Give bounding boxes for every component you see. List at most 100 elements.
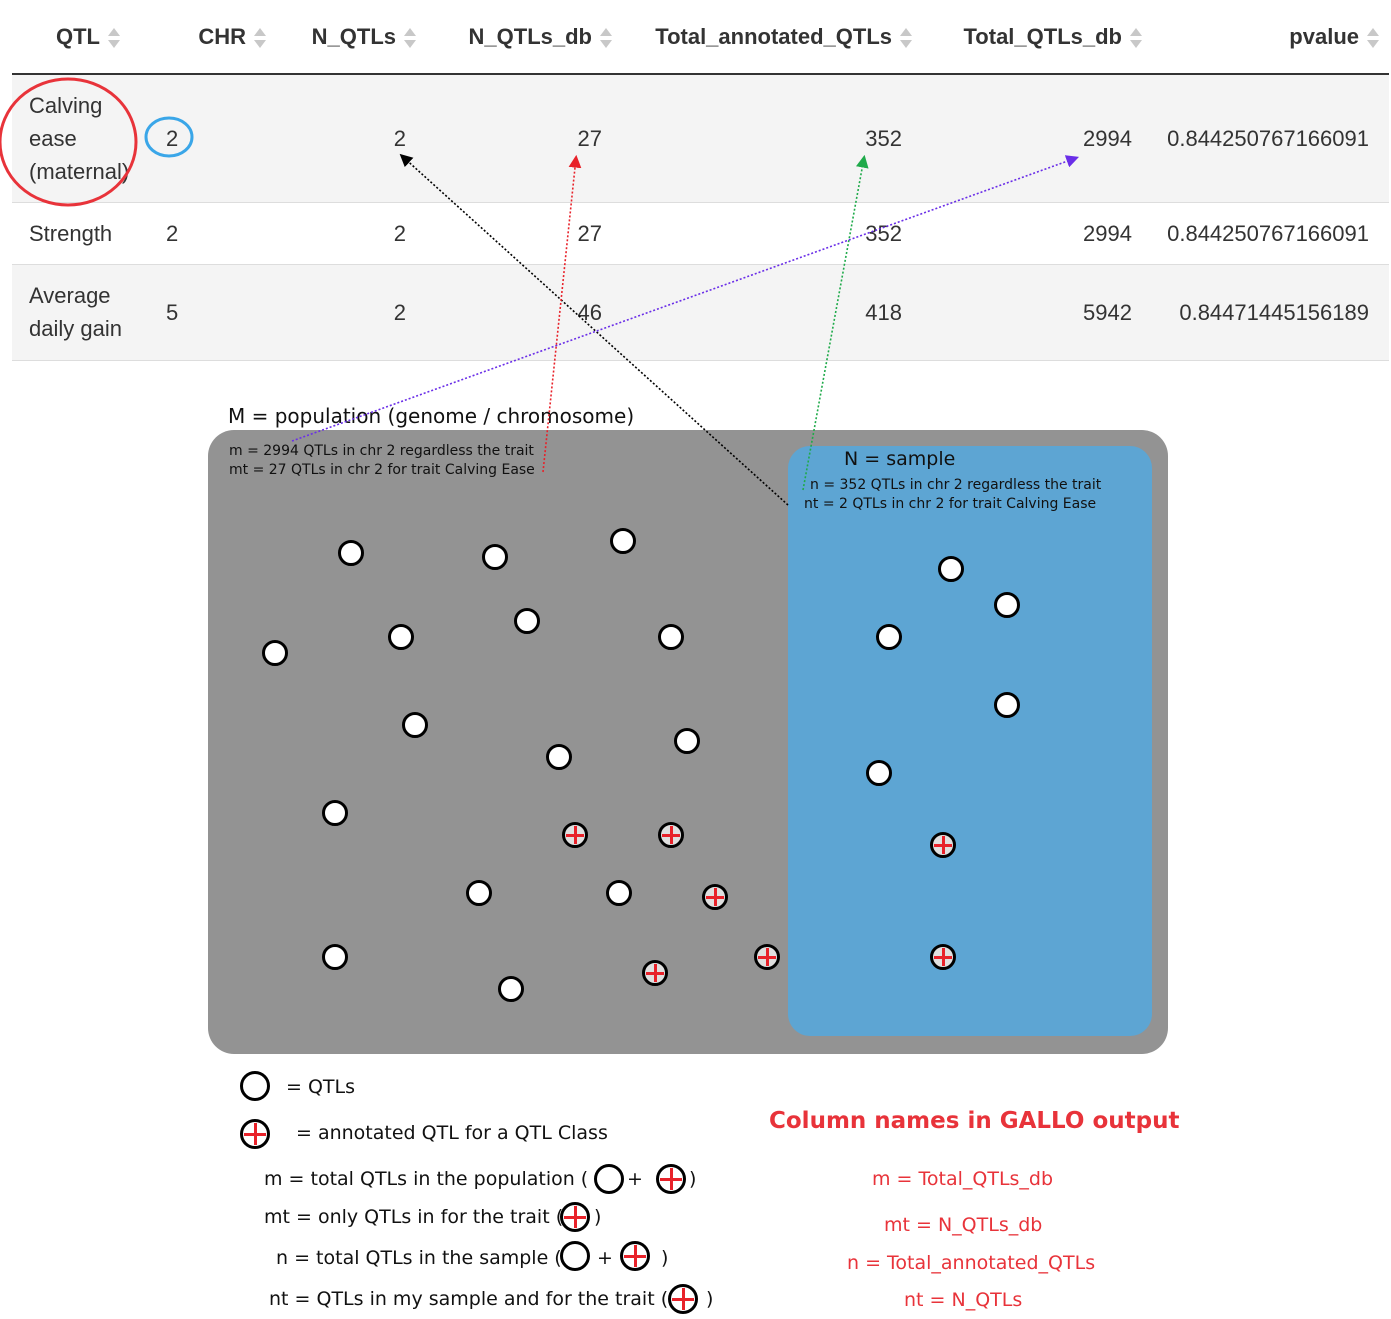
column-header-n-qtls[interactable]: N_QTLs	[276, 0, 426, 75]
qtl-circle-icon	[994, 692, 1020, 718]
sort-icon[interactable]	[404, 27, 416, 49]
cell-pvalue: 0.844250767166091	[1152, 73, 1389, 202]
qtl-circle-icon	[322, 800, 348, 826]
qtl-circle-icon	[466, 880, 492, 906]
table-row: Strength 2 2 27 352 2994 0.8442507671660…	[12, 201, 1389, 264]
legend-annotated-icon	[668, 1284, 698, 1314]
qtl-circle-icon	[674, 728, 700, 754]
qtl-circle-icon	[514, 608, 540, 634]
qtl-circle-icon	[322, 944, 348, 970]
cell-n-qtls: 2	[276, 73, 426, 202]
qtl-circle-icon	[994, 592, 1020, 618]
qtl-circle-icon	[482, 544, 508, 570]
mt-note: mt = 27 QTLs in chr 2 for trait Calving …	[229, 462, 535, 478]
legend-m-label: m = total QTLs in the population (	[264, 1168, 589, 1190]
cell-pvalue: 0.84471445156189	[1152, 263, 1389, 361]
column-header-total-annotated-qtls[interactable]: Total_annotated_QTLs	[622, 0, 922, 75]
legend-qtl-label: = QTLs	[286, 1076, 356, 1098]
qtl-circle-icon	[388, 624, 414, 650]
annotated-qtl-icon	[754, 944, 780, 970]
legend-nt-label: nt = QTLs in my sample and for the trait…	[269, 1288, 669, 1310]
legend-annotated-icon	[240, 1119, 270, 1149]
mapping-m: m = Total_QTLs_db	[872, 1168, 1054, 1190]
qtl-circle-icon	[610, 528, 636, 554]
results-table: QTL CHR N_QTLs N_QTLs_db Total_annotated…	[12, 0, 1389, 361]
mapping-nt: nt = N_QTLs	[904, 1289, 1023, 1311]
qtl-circle-icon	[658, 624, 684, 650]
legend-n-label: n = total QTLs in the sample (	[276, 1247, 562, 1269]
nt-note: nt = 2 QTLs in chr 2 for trait Calving E…	[804, 496, 1097, 512]
legend-annotated-icon	[656, 1164, 686, 1194]
cell-n-qtls-db: 27	[426, 201, 622, 264]
cell-total-annotated-qtls: 352	[622, 201, 922, 264]
cell-total-qtls-db: 5942	[922, 263, 1152, 361]
m-note: m = 2994 QTLs in chr 2 regardless the tr…	[229, 443, 534, 459]
table-header-row: QTL CHR N_QTLs N_QTLs_db Total_annotated…	[12, 0, 1389, 75]
cell-total-qtls-db: 2994	[922, 73, 1152, 202]
sort-icon[interactable]	[254, 27, 266, 49]
qtl-circle-icon	[262, 640, 288, 666]
annotated-qtl-icon	[642, 960, 668, 986]
cell-n-qtls-db: 46	[426, 263, 622, 361]
qtl-circle-icon	[498, 976, 524, 1002]
mapping-n: n = Total_annotated_QTLs	[847, 1252, 1096, 1274]
cell-qtl: Average daily gain	[12, 263, 153, 361]
cell-qtl: Calving ease (maternal)	[12, 73, 153, 202]
cell-n-qtls: 2	[276, 201, 426, 264]
legend-mt-label: mt = only QTLs in for the trait (	[264, 1206, 564, 1228]
column-header-qtl[interactable]: QTL	[12, 0, 153, 75]
qtl-circle-icon	[606, 880, 632, 906]
legend-plus: +	[597, 1247, 613, 1269]
qtl-circle-icon	[866, 760, 892, 786]
legend-close: )	[661, 1247, 669, 1269]
cell-chr: 2	[153, 201, 276, 264]
legend-plus: +	[627, 1168, 643, 1190]
sort-icon[interactable]	[1367, 27, 1379, 49]
population-label: M = population (genome / chromosome)	[228, 404, 635, 428]
cell-n-qtls-db: 27	[426, 73, 622, 202]
legend-annotated-icon	[560, 1202, 590, 1232]
annotated-qtl-icon	[702, 884, 728, 910]
qtl-circle-icon	[876, 624, 902, 650]
cell-n-qtls: 2	[276, 263, 426, 361]
column-header-n-qtls-db[interactable]: N_QTLs_db	[426, 0, 622, 75]
mapping-title: Column names in GALLO output	[769, 1108, 1180, 1134]
cell-chr: 2	[153, 73, 276, 202]
sort-icon[interactable]	[600, 27, 612, 49]
qtl-circle-icon	[938, 556, 964, 582]
sample-box	[788, 446, 1152, 1036]
sample-label: N = sample	[844, 448, 956, 470]
legend-annotated-icon	[620, 1241, 650, 1271]
table-row: Average daily gain 5 2 46 418 5942 0.8447…	[12, 263, 1389, 361]
legend-close: )	[706, 1288, 714, 1310]
legend-qtl-icon	[594, 1164, 624, 1194]
cell-chr: 5	[153, 263, 276, 361]
sort-icon[interactable]	[900, 27, 912, 49]
legend-close: )	[594, 1206, 602, 1228]
qtl-circle-icon	[338, 540, 364, 566]
legend-qtl-icon	[240, 1071, 270, 1101]
annotated-qtl-icon	[930, 832, 956, 858]
cell-pvalue: 0.844250767166091	[1152, 201, 1389, 264]
column-header-chr[interactable]: CHR	[153, 0, 276, 75]
column-header-total-qtls-db[interactable]: Total_QTLs_db	[922, 0, 1152, 75]
sort-icon[interactable]	[108, 27, 120, 49]
column-header-pvalue[interactable]: pvalue	[1152, 0, 1389, 75]
sort-icon[interactable]	[1130, 27, 1142, 49]
mapping-mt: mt = N_QTLs_db	[884, 1214, 1043, 1236]
qtl-circle-icon	[402, 712, 428, 738]
annotated-qtl-icon	[562, 822, 588, 848]
legend-annotated-label: = annotated QTL for a QTL Class	[296, 1122, 608, 1144]
qtl-circle-icon	[546, 744, 572, 770]
results-table-container: QTL CHR N_QTLs N_QTLs_db Total_annotated…	[12, 0, 1389, 361]
annotated-qtl-icon	[658, 822, 684, 848]
legend-close: )	[689, 1168, 697, 1190]
annotated-qtl-icon	[930, 944, 956, 970]
cell-qtl: Strength	[12, 201, 153, 264]
table-row: Calving ease (maternal) 2 2 27 352 2994 0.…	[12, 73, 1389, 202]
cell-total-annotated-qtls: 418	[622, 263, 922, 361]
cell-total-qtls-db: 2994	[922, 201, 1152, 264]
n-note: n = 352 QTLs in chr 2 regardless the tra…	[810, 477, 1102, 493]
legend-qtl-icon	[560, 1241, 590, 1271]
cell-total-annotated-qtls: 352	[622, 73, 922, 202]
